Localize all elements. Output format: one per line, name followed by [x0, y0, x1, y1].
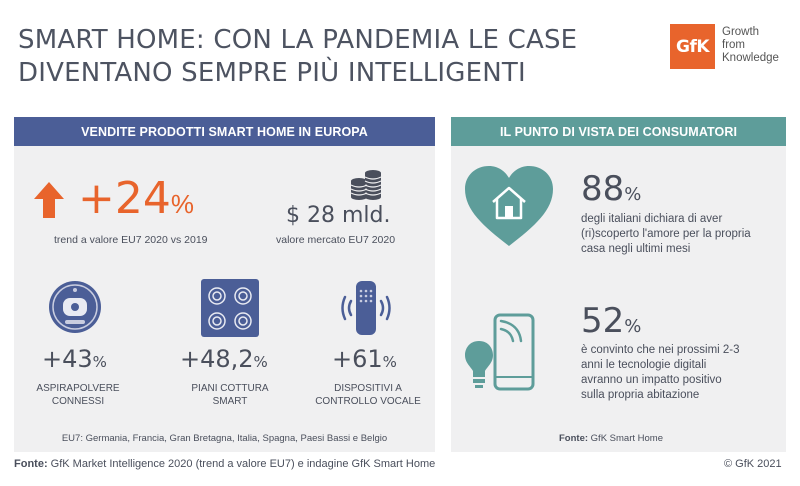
stat-88-line-3: casa negli ultimi mesi: [581, 243, 691, 255]
growth-unit: %: [170, 189, 194, 219]
coins-icon: [350, 170, 382, 200]
vacuum-growth-number: +43: [42, 345, 93, 373]
cooktop-growth: +48,2%: [180, 345, 268, 373]
cooktop-growth-number: +48,2: [180, 345, 254, 373]
stat-52-line-3: avranno un impatto positivo: [581, 374, 722, 386]
speaker-caption: DISPOSITIVI A CONTROLLO VOCALE: [308, 382, 428, 408]
footer-source-text: GfK Market Intelligence 2020 (trend a va…: [50, 458, 436, 470]
tagline-line-3: Knowledge: [722, 52, 779, 64]
tagline-line-1: Growth: [722, 26, 760, 38]
consumer-panel-header: IL PUNTO DI VISTA DEI CONSUMATORI: [451, 117, 786, 146]
stat-52-line-1: è convinto che nei prossimi 2-3: [581, 344, 740, 356]
page-title-line-1: SMART HOME: CON LA PANDEMIA LE CASE: [18, 25, 578, 55]
consumer-source-text: GfK Smart Home: [590, 433, 663, 444]
smart-speaker-icon: [341, 281, 391, 335]
growth-number: +24: [78, 173, 171, 224]
heart-house-icon: [465, 166, 553, 246]
speaker-growth-number: +61: [332, 345, 383, 373]
cooktop-caption: PIANI COTTURA SMART: [172, 382, 288, 408]
vacuum-caption-line-2: CONNESSI: [51, 396, 105, 407]
stat-88-line-1: degli italiani dichiara di aver: [581, 213, 723, 225]
consumer-source-label: Fonte:: [559, 433, 589, 444]
stat-88-number: 88: [581, 169, 625, 209]
phone-bulb-icon: [465, 313, 535, 391]
vacuum-growth-unit: %: [92, 353, 107, 371]
vacuum-caption-line-1: ASPIRAPOLVERE: [36, 383, 120, 394]
sales-panel: VENDITE PRODOTTI SMART HOME IN EUROPA +2…: [14, 117, 435, 452]
stat-88-unit: %: [624, 184, 642, 205]
sales-panel-header: VENDITE PRODOTTI SMART HOME IN EUROPA: [14, 117, 435, 146]
growth-value: +24%: [78, 173, 194, 224]
stat-52: 52%: [581, 301, 641, 341]
stat-52-text: è convinto che nei prossimi 2-3 anni le …: [581, 343, 781, 403]
gfk-logo: GfK Growth from Knowledge: [670, 24, 790, 74]
stat-88-line-2: (ri)scoperto l'amore per la propria: [581, 228, 751, 240]
robot-vacuum-icon: [49, 281, 101, 333]
stat-52-line-2: anni le tecnologie digitali: [581, 359, 707, 371]
copyright: © GfK 2021: [724, 458, 782, 470]
cooktop-growth-unit: %: [253, 353, 268, 371]
stat-52-unit: %: [624, 316, 642, 337]
tagline-line-2: from: [722, 39, 745, 51]
vacuum-growth: +43%: [42, 345, 107, 373]
cooktop-caption-line-2: SMART: [212, 396, 248, 407]
gfk-logo-tagline: Growth from Knowledge: [722, 26, 779, 65]
gfk-logo-mark: GfK: [670, 24, 715, 69]
growth-caption: trend a valore EU7 2020 vs 2019: [54, 234, 208, 246]
page-title-line-2: DIVENTANO SEMPRE PIÙ INTELLIGENTI: [18, 58, 526, 88]
stat-88: 88%: [581, 169, 641, 209]
speaker-caption-line-1: DISPOSITIVI A: [334, 383, 402, 394]
page-title: SMART HOME: CON LA PANDEMIA LE CASE DIVE…: [18, 24, 577, 90]
speaker-caption-line-2: CONTROLLO VOCALE: [315, 396, 421, 407]
consumer-source: Fonte: GfK Smart Home: [559, 433, 663, 444]
cooktop-caption-line-1: PIANI COTTURA: [191, 383, 269, 394]
consumer-panel: IL PUNTO DI VISTA DEI CONSUMATORI 88% de…: [451, 117, 786, 452]
speaker-growth: +61%: [332, 345, 397, 373]
eu7-footnote: EU7: Germania, Francia, Gran Bretagna, I…: [61, 433, 388, 444]
footer-source-label: Fonte:: [14, 458, 48, 470]
stat-52-line-4: sulla propria abitazione: [581, 389, 700, 401]
market-value: $ 28 mld.: [286, 203, 391, 228]
stat-52-number: 52: [581, 301, 625, 341]
market-caption: valore mercato EU7 2020: [276, 234, 396, 246]
arrow-up-icon: [34, 182, 64, 218]
stat-88-text: degli italiani dichiara di aver (ri)scop…: [581, 212, 781, 257]
footer-source: Fonte: GfK Market Intelligence 2020 (tre…: [14, 458, 435, 470]
vacuum-caption: ASPIRAPOLVERE CONNESSI: [20, 382, 136, 408]
speaker-growth-unit: %: [382, 353, 397, 371]
cooktop-icon: [201, 279, 259, 337]
